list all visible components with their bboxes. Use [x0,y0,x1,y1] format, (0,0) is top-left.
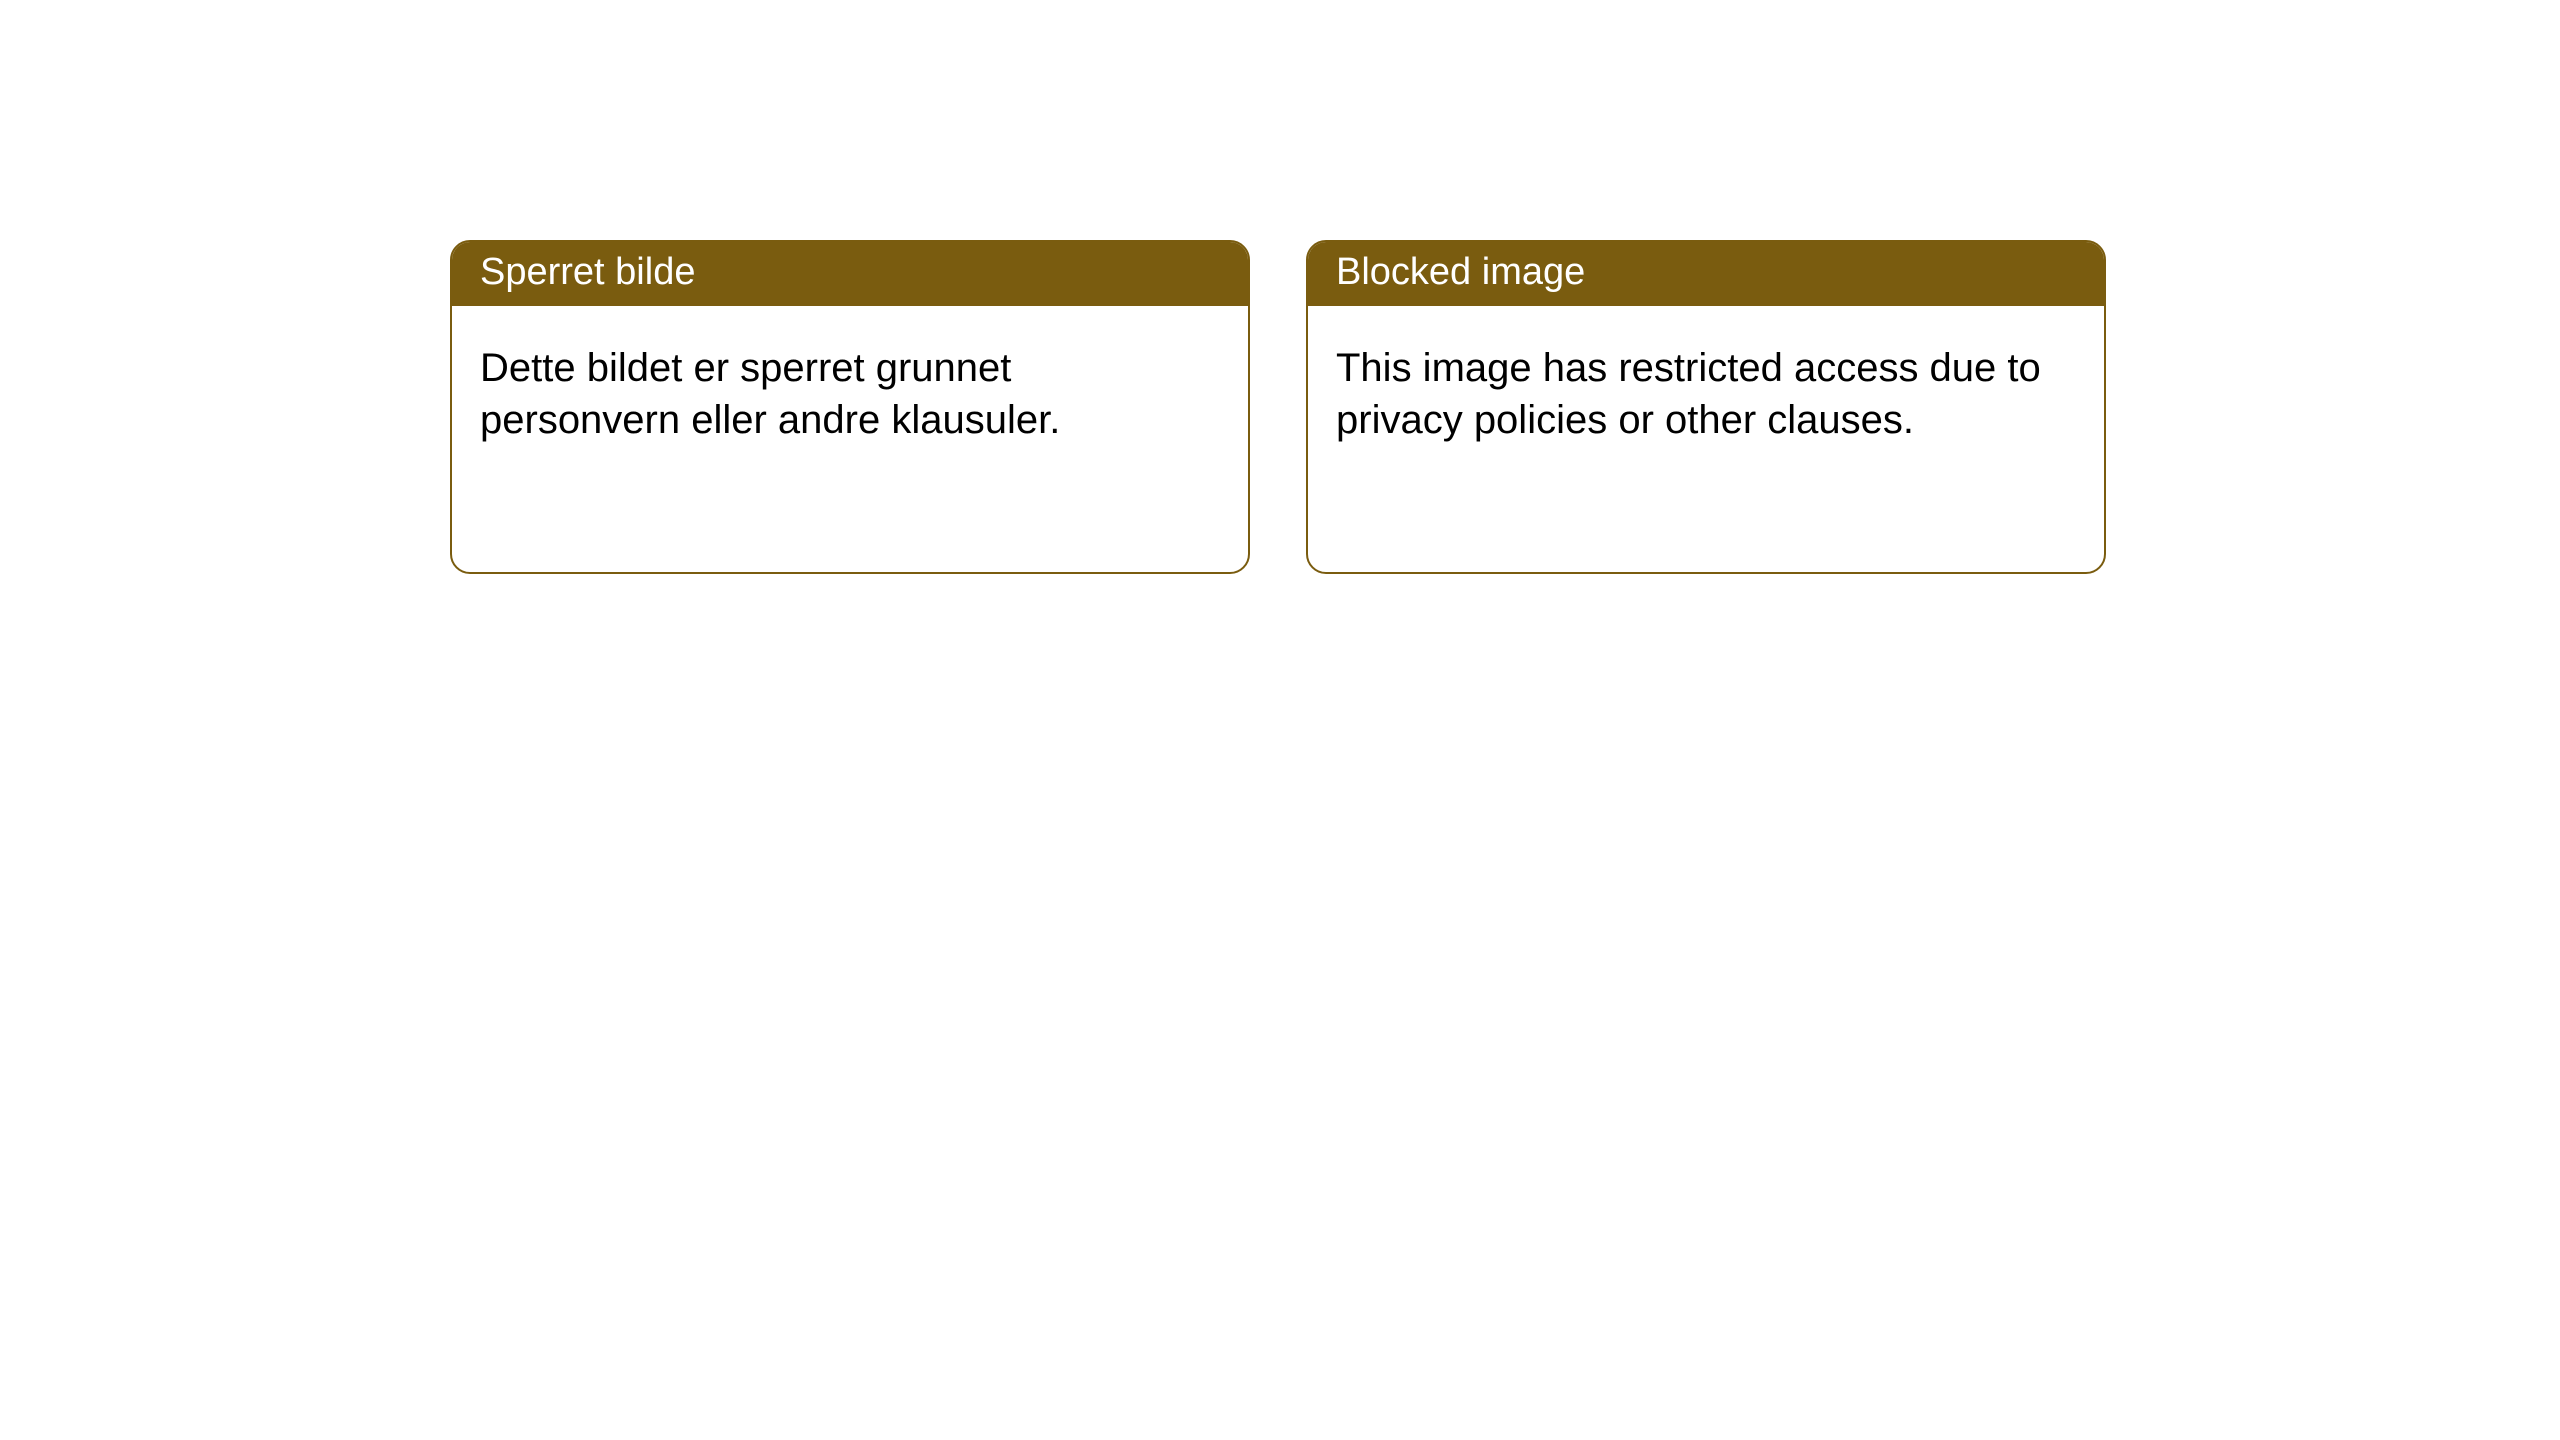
card-header: Sperret bilde [452,242,1248,306]
blocked-image-card-english: Blocked image This image has restricted … [1306,240,2106,574]
notice-cards-container: Sperret bilde Dette bildet er sperret gr… [0,0,2560,574]
blocked-image-card-norwegian: Sperret bilde Dette bildet er sperret gr… [450,240,1250,574]
card-header: Blocked image [1308,242,2104,306]
card-body: Dette bildet er sperret grunnet personve… [452,306,1248,474]
card-body: This image has restricted access due to … [1308,306,2104,474]
